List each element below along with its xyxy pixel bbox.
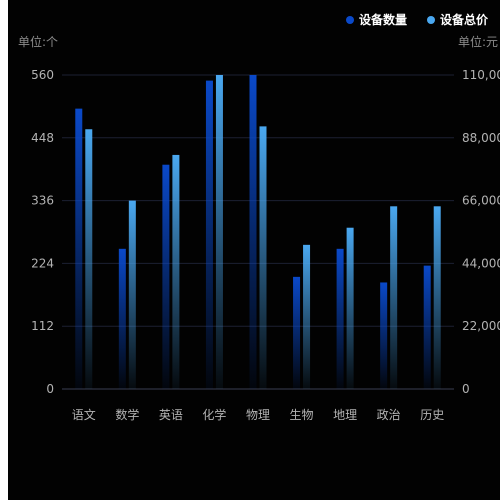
bar-total[interactable]	[215, 75, 223, 389]
bar-count[interactable]	[380, 282, 388, 389]
bar-total[interactable]	[346, 227, 354, 389]
left-tick-label: 336	[31, 194, 54, 208]
bar-count[interactable]	[293, 276, 301, 389]
left-tick-label: 0	[46, 382, 54, 396]
legend[interactable]: 设备数量 设备总价	[346, 12, 489, 27]
bar-total[interactable]	[303, 244, 311, 389]
category-label: 历史	[420, 408, 444, 422]
axes: 0 0 112 22,000 224 44,000 336 66,000 448 88,000 56…	[31, 68, 500, 422]
legend-label-count: 设备数量	[359, 12, 407, 27]
category-label: 政治	[377, 408, 401, 422]
category-label: 英语	[159, 408, 183, 422]
bar-total[interactable]	[390, 206, 398, 389]
left-tick-label: 560	[31, 68, 54, 82]
bar-count[interactable]	[336, 248, 344, 389]
right-axis-unit: 单位:元	[458, 34, 498, 49]
bar-count[interactable]	[423, 265, 431, 389]
left-tick-label: 224	[31, 256, 54, 270]
legend-label-total: 设备总价	[440, 12, 489, 27]
legend-swatch-count	[346, 16, 354, 24]
right-tick-label: 44,000	[462, 256, 500, 270]
bar-count[interactable]	[162, 164, 170, 389]
category-label: 物理	[246, 408, 270, 422]
right-tick-label: 66,000	[462, 194, 500, 208]
bar-count[interactable]	[118, 248, 126, 389]
category-label: 数学	[115, 407, 139, 422]
right-tick-label: 88,000	[462, 131, 500, 145]
bar-total[interactable]	[85, 129, 93, 389]
right-tick-label: 0	[462, 382, 470, 396]
left-tick-label: 448	[31, 131, 54, 145]
bar-count[interactable]	[75, 108, 83, 390]
category-label: 地理	[333, 408, 357, 422]
right-tick-label: 110,000	[462, 68, 500, 82]
bar-count[interactable]	[249, 75, 257, 389]
bar-total[interactable]	[259, 126, 267, 389]
category-label: 语文	[72, 407, 96, 422]
legend-item-count[interactable]: 设备数量	[346, 12, 407, 27]
grid-lines	[62, 74, 454, 390]
bar-total[interactable]	[172, 154, 180, 389]
category-label: 化学	[202, 407, 226, 422]
bar-total[interactable]	[433, 206, 441, 389]
left-axis-unit: 单位:个	[18, 34, 58, 49]
right-tick-label: 22,000	[462, 319, 500, 333]
bar-total[interactable]	[128, 200, 136, 389]
bar-count[interactable]	[205, 80, 213, 389]
left-tick-label: 112	[31, 319, 54, 333]
legend-item-total[interactable]: 设备总价	[427, 12, 489, 27]
bars	[75, 75, 441, 390]
category-label: 生物	[290, 408, 314, 422]
legend-swatch-total	[427, 16, 435, 24]
